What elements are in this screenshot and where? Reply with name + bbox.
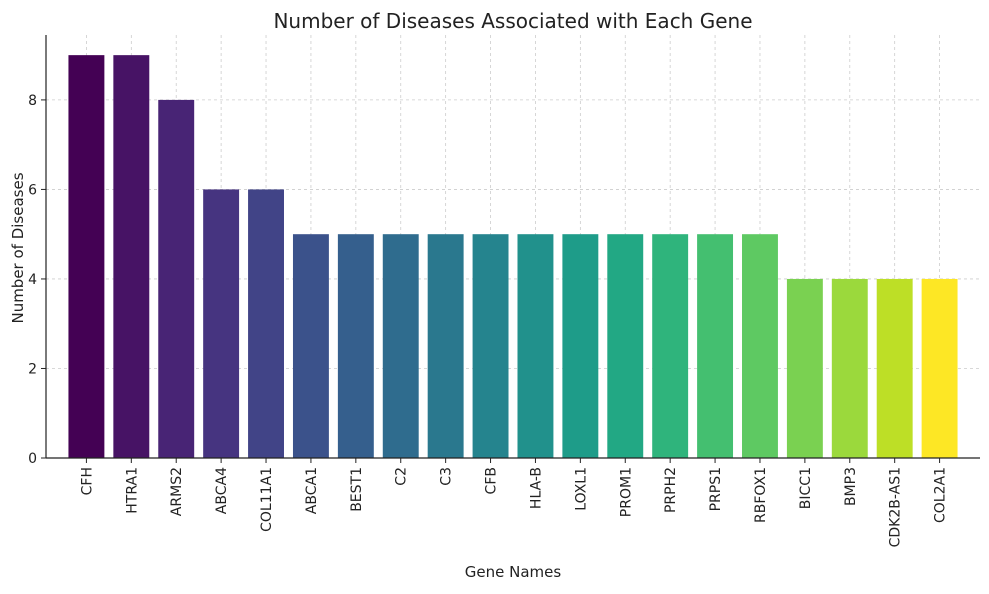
x-tick-label: ABCA4 bbox=[214, 467, 230, 514]
bar bbox=[292, 234, 329, 458]
y-axis-ticks: 0 2 4 6 8 bbox=[28, 93, 46, 467]
x-tick-label: BEST1 bbox=[349, 467, 365, 512]
x-tick-label: PRPH2 bbox=[663, 467, 679, 513]
y-tick-label: 0 bbox=[28, 451, 37, 467]
x-tick-label: BMP3 bbox=[843, 467, 859, 506]
bar bbox=[831, 278, 868, 458]
x-tick-label: CFB bbox=[484, 467, 500, 494]
y-tick-label: 4 bbox=[28, 272, 37, 288]
bar bbox=[337, 234, 374, 458]
bar bbox=[921, 278, 958, 458]
bar bbox=[68, 55, 105, 459]
x-tick-label: PRPS1 bbox=[708, 467, 724, 511]
x-tick-label: BICC1 bbox=[798, 467, 814, 509]
bar bbox=[382, 234, 419, 458]
x-tick-label: CFH bbox=[79, 467, 95, 495]
bars bbox=[68, 55, 958, 459]
x-tick-label: C2 bbox=[394, 467, 410, 486]
bar bbox=[113, 55, 150, 459]
y-tick-label: 8 bbox=[28, 93, 37, 109]
bar bbox=[876, 278, 913, 458]
y-tick-label: 2 bbox=[28, 361, 37, 377]
x-tick-label: HLA-B bbox=[528, 467, 544, 509]
x-tick-label: RBFOX1 bbox=[753, 467, 769, 523]
x-tick-label: CDK2B-AS1 bbox=[888, 467, 904, 547]
x-tick-label: PROM1 bbox=[618, 467, 634, 517]
bar bbox=[562, 234, 599, 458]
y-tick-label: 6 bbox=[28, 182, 37, 198]
bar bbox=[158, 99, 195, 459]
bar bbox=[248, 189, 284, 458]
bar bbox=[517, 234, 554, 458]
bar bbox=[427, 234, 464, 458]
bar bbox=[472, 234, 509, 458]
bar bbox=[742, 234, 778, 458]
bar bbox=[607, 234, 644, 458]
x-tick-label: LOXL1 bbox=[573, 467, 589, 511]
chart-title: Number of Diseases Associated with Each … bbox=[273, 9, 752, 33]
bar bbox=[786, 278, 823, 458]
x-axis-label: Gene Names bbox=[465, 563, 562, 581]
y-axis-label: Number of Diseases bbox=[9, 172, 27, 323]
x-tick-label: COL11A1 bbox=[259, 467, 275, 532]
x-tick-label: C3 bbox=[439, 467, 455, 486]
x-tick-label: ABCA1 bbox=[304, 467, 320, 514]
bar bbox=[697, 234, 734, 458]
x-axis-ticks: CFH HTRA1 ARMS2 ABCA4 COL11A1 ABCA1 BEST1 C2 C3 C… bbox=[79, 458, 949, 547]
bar bbox=[652, 234, 689, 458]
x-tick-label: HTRA1 bbox=[124, 467, 140, 514]
x-tick-label: COL2A1 bbox=[933, 467, 949, 523]
x-tick-label: ARMS2 bbox=[169, 467, 185, 516]
bar bbox=[203, 189, 240, 458]
